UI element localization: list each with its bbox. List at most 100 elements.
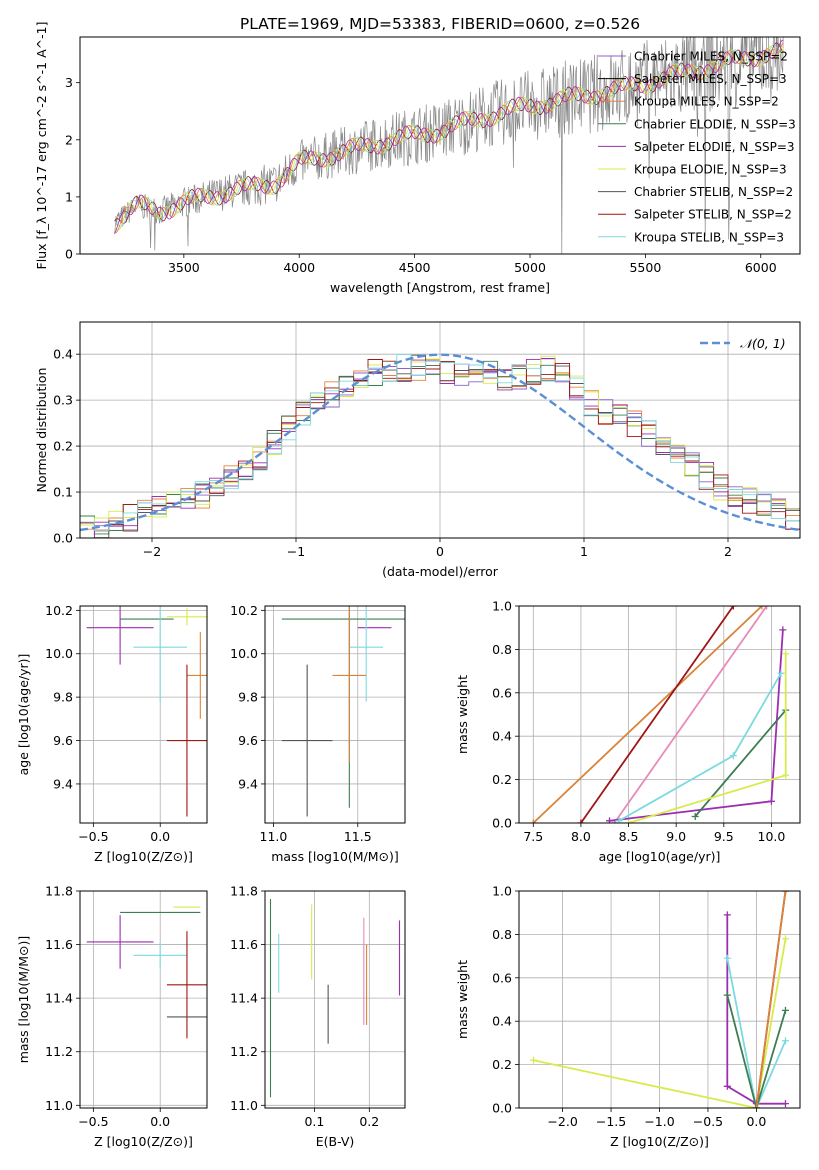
panel-weight_vs_Z: −2.0 −1.5 −1.0 −0.5 0.0 0.0 0.2 0.4 0.6 0.8 1.0 Z […	[455, 884, 801, 1149]
y-tick-label: 0.0	[53, 531, 73, 546]
panel-age_vs_mass: 11.0 11.5 9.4 9.6 9.8 10.0 10.2 mass [log10(M/M…	[230, 603, 406, 864]
legend-label: Kroupa ELODIE, N_SSP=3	[634, 163, 787, 177]
y-tick-label: 11.2	[45, 1044, 73, 1059]
x-axis-label: Z [log10(Z/Z⊙)]	[94, 849, 193, 864]
x-tick-label: 1	[580, 544, 588, 559]
plot-area	[80, 322, 800, 538]
y-tick-label: 0.3	[53, 393, 73, 408]
weight-series-marker	[605, 817, 613, 823]
weight-series-marker	[782, 650, 790, 658]
x-tick-label: −1.0	[644, 1114, 674, 1129]
weight-series-marker	[782, 771, 790, 779]
weight-series-marker	[763, 606, 771, 610]
y-tick-label: 0.0	[492, 816, 512, 831]
x-tick-label: 6000	[745, 260, 777, 275]
weight-series-marker	[779, 626, 787, 634]
legend-label: Chabrier ELODIE, N_SSP=3	[634, 117, 796, 131]
residual-histogram-chabrier_stelib	[80, 354, 800, 538]
x-tick-label: 0.0	[746, 1114, 766, 1129]
weight-series-marker	[781, 1006, 789, 1014]
y-tick-label: 0.4	[492, 729, 512, 744]
y-tick-label: 0.8	[492, 927, 512, 942]
axes-frame	[518, 890, 801, 1109]
weight-series-marker	[729, 752, 737, 760]
x-tick-label: −1	[287, 544, 305, 559]
x-tick-label: 0.0	[150, 1114, 170, 1129]
y-tick-label: 10.0	[45, 646, 73, 661]
y-tick-label: 10.2	[45, 603, 73, 618]
axes-frame	[264, 605, 406, 824]
axes-frame	[79, 36, 801, 255]
panel-mass_vs_ebv: 0.1 0.2 11.0 11.2 11.4 11.6 11.8 E(B-V)	[230, 884, 406, 1149]
x-tick-label: 5000	[514, 260, 546, 275]
errorbar-point	[186, 632, 207, 719]
x-axis-label: mass [log10(M/M⊙)]	[271, 849, 399, 864]
weight-series-line	[755, 891, 787, 1108]
y-tick-label: 3	[65, 75, 73, 90]
model-spectrum-kroupa_elodie	[114, 46, 784, 231]
panel-weight_vs_age: 7.5 8.0 8.5 9.0 9.5 10.0 0.0 0.2 0.4 0.6 0.8 1.0 age…	[455, 599, 801, 864]
x-tick-label: 2	[724, 544, 732, 559]
x-tick-label: −1.5	[596, 1114, 626, 1129]
errorbar-point	[86, 915, 154, 969]
y-tick-label: 0.6	[492, 685, 512, 700]
x-tick-label: 4500	[399, 260, 431, 275]
errorbar-point	[332, 606, 367, 763]
x-tick-label: 5500	[629, 260, 661, 275]
normal-distribution-curve	[80, 353, 800, 532]
x-tick-label: 8.0	[571, 829, 591, 844]
x-tick-label: 0.0	[150, 829, 170, 844]
y-tick-label: 11.0	[230, 1098, 258, 1113]
y-tick-label: 9.6	[238, 733, 258, 748]
model-spectrum-salpeter_elodie	[114, 39, 784, 234]
weight-series-line	[618, 672, 782, 822]
x-axis-label: age [log10(age/yr)]	[599, 849, 721, 864]
weight-series-marker	[723, 911, 731, 919]
plot-area	[265, 891, 405, 1108]
weight-series-marker	[723, 1082, 731, 1090]
x-axis-label: wavelength [Angstrom, rest frame]	[330, 280, 550, 295]
model-spectrum-kroupa_miles	[114, 41, 784, 234]
y-tick-label: 0.2	[492, 1057, 512, 1072]
y-tick-label: 11.8	[45, 884, 73, 899]
y-axis-label: Normed distribution	[34, 368, 49, 493]
x-tick-label: 8.5	[619, 829, 639, 844]
x-tick-label: 9.5	[714, 829, 734, 844]
axes-frame	[79, 321, 801, 539]
axes-frame	[79, 605, 208, 824]
errorbar-point	[133, 606, 187, 702]
weight-series-line	[532, 606, 763, 823]
x-tick-label: −2.0	[547, 1114, 577, 1129]
weight-series-marker	[529, 819, 537, 823]
plot-area	[80, 891, 207, 1108]
y-axis-label: age [log10(age/yr)]	[16, 654, 31, 776]
legend-label: Kroupa STELIB, N_SSP=3	[634, 230, 784, 244]
panel-mass_vs_Z: −0.5 0.0 11.0 11.2 11.4 11.6 11.8 Z [log10(Z/Z⊙…	[16, 884, 208, 1149]
axes-frame	[79, 890, 208, 1109]
figure-title: PLATE=1969, MJD=53383, FIBERID=0600, z=0…	[240, 15, 640, 33]
errorbar-point	[281, 664, 333, 817]
weight-series-line	[726, 914, 786, 1105]
errorbar-point	[166, 931, 207, 1039]
y-axis-label: mass [log10(M/M⊙)]	[16, 936, 31, 1064]
x-axis-label: E(B-V)	[316, 1134, 355, 1149]
y-tick-label: 0.0	[492, 1101, 512, 1116]
weight-series-line	[580, 606, 735, 823]
plot-area	[114, 37, 784, 254]
y-tick-label: 1.0	[492, 884, 512, 899]
weight-series-marker	[767, 797, 775, 805]
legend-label: Chabrier STELIB, N_SSP=2	[634, 185, 793, 199]
y-tick-label: 0.4	[53, 347, 73, 362]
errorbar-point	[166, 608, 207, 626]
x-tick-label: 11.0	[260, 829, 288, 844]
legend-label: Salpeter ELODIE, N_SSP=3	[634, 140, 795, 154]
weight-series-marker	[752, 1104, 760, 1108]
legend-label: Salpeter MILES, N_SSP=3	[634, 72, 787, 86]
legend-label: Chabrier MILES, N_SSP=2	[634, 50, 788, 64]
y-tick-label: 11.6	[45, 937, 73, 952]
legend-label: 𝒩(0, 1)	[740, 336, 786, 351]
y-tick-label: 1	[65, 189, 73, 204]
y-tick-label: 0.6	[492, 970, 512, 985]
y-tick-label: 0.4	[492, 1014, 512, 1029]
